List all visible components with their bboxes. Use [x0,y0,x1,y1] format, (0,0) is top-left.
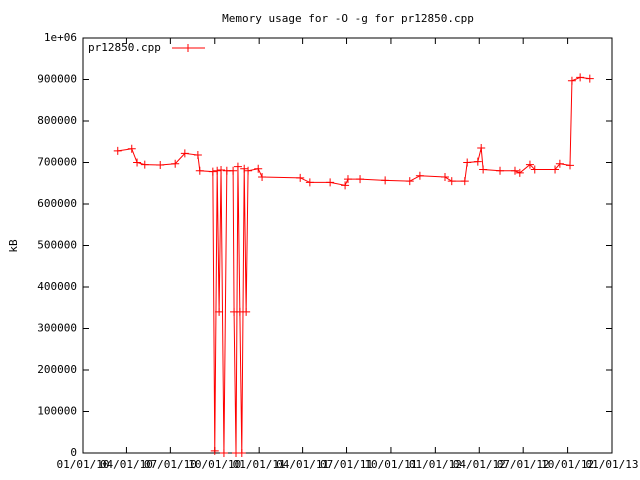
point-marker [567,76,576,85]
x-tick-label: 01/01/13 [586,458,639,471]
point-marker [473,157,482,166]
point-marker [258,173,267,182]
y-tick-label: 800000 [37,114,77,127]
point-marker [217,165,226,174]
point-marker [171,159,180,168]
point-marker [113,146,122,155]
point-marker [180,149,189,158]
point-marker [510,166,519,175]
point-marker [193,151,202,160]
point-marker [240,164,249,173]
point-marker [566,161,575,170]
point-marker [133,158,142,167]
x-tick-label: 10/01/11 [364,458,417,471]
point-marker [381,176,390,185]
point-marker [460,177,469,186]
point-marker [525,160,534,169]
point-marker [555,159,564,168]
point-marker [585,74,594,83]
point-marker [515,168,524,177]
y-tick-label: 600000 [37,197,77,210]
point-marker [576,73,585,82]
legend-swatch [184,44,192,52]
x-tick-label: 10/01/10 [188,458,241,471]
y-tick-label: 900000 [37,73,77,86]
point-marker [242,307,251,316]
point-marker [213,166,222,175]
x-tick-label: 04/01/10 [100,458,153,471]
point-marker [496,166,505,175]
point-marker [405,177,414,186]
point-marker [296,173,305,182]
x-tick-label: 10/01/12 [541,458,594,471]
x-tick-label: 01/01/10 [57,458,110,471]
point-marker [479,165,488,174]
y-tick-label: 100000 [37,405,77,418]
point-marker [195,166,204,175]
point-marker [356,175,365,184]
plot-frame [82,37,613,454]
point-marker [210,446,219,455]
y-tick-label: 300000 [37,322,77,335]
y-tick-label: 0 [70,446,77,459]
point-marker [156,160,165,169]
x-tick-label: 04/01/12 [453,458,506,471]
point-marker [208,167,217,176]
point-marker [215,307,224,316]
x-tick-label: 01/01/12 [409,458,462,471]
y-tick-label: 1e+06 [44,31,77,44]
point-marker [237,449,246,457]
point-marker [440,173,449,182]
point-marker [127,144,136,153]
point-marker [343,175,352,184]
y-tick-label: 700000 [37,156,77,169]
point-marker [305,178,314,187]
point-marker [244,166,253,175]
y-tick-label: 200000 [37,363,77,376]
series-line [117,76,590,454]
point-marker [229,166,238,175]
y-tick-label: 400000 [37,280,77,293]
point-marker [233,162,242,171]
point-marker [219,449,228,457]
point-marker [341,181,350,190]
x-tick-label: 07/01/10 [144,458,197,471]
x-tick-label: 07/01/12 [497,458,550,471]
point-marker [551,165,560,174]
point-marker [447,177,456,186]
y-axis-label: kB [7,239,20,253]
x-tick-label: 01/01/11 [233,458,286,471]
y-tick-label: 500000 [37,239,77,252]
point-marker [463,158,472,167]
point-marker [477,143,486,152]
x-tick-label: 04/01/11 [276,458,329,471]
point-marker [326,178,335,187]
chart-title: Memory usage for -O -g for pr12850.cpp [222,12,474,25]
point-marker [254,164,263,173]
legend-label: pr12850.cpp [88,41,161,54]
point-marker [140,160,149,169]
x-tick-label: 07/01/11 [320,458,373,471]
point-marker [530,165,539,174]
point-marker [415,171,424,180]
